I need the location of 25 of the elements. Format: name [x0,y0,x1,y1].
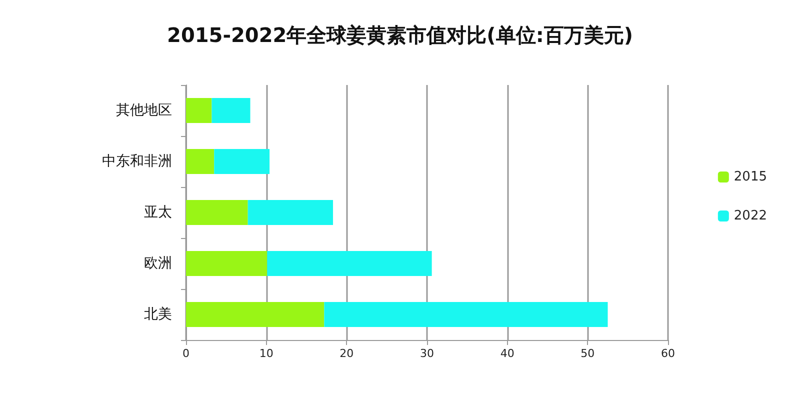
bar [186,98,212,123]
bar [186,200,248,225]
x-tick-label: 10 [259,347,274,360]
y-tick-label: 中东和非洲 [102,154,172,170]
y-tick-label: 北美 [144,306,172,322]
bar [324,302,608,327]
bar [186,251,268,276]
y-tick-label: 亚太 [144,204,172,220]
y-tick-label: 其他地区 [116,102,172,118]
y-tick-label: 欧洲 [144,256,172,272]
legend-label: 2015 [734,170,768,184]
x-tick-label: 30 [420,347,434,360]
bar [248,200,334,225]
chart-title: 2015-2022年全球姜黄素市值对比(单位:百万美元) [167,23,633,47]
legend-label: 2022 [734,208,768,224]
x-tick-label: 0 [182,347,190,360]
x-tick-label: 40 [500,347,514,360]
bar [214,149,270,174]
x-tick-label: 50 [580,347,595,360]
bar [267,251,432,276]
x-tick-label: 20 [340,347,354,360]
x-tick-label: 60 [661,347,675,360]
bar [212,98,250,123]
bar [186,302,324,327]
bar [186,149,214,174]
